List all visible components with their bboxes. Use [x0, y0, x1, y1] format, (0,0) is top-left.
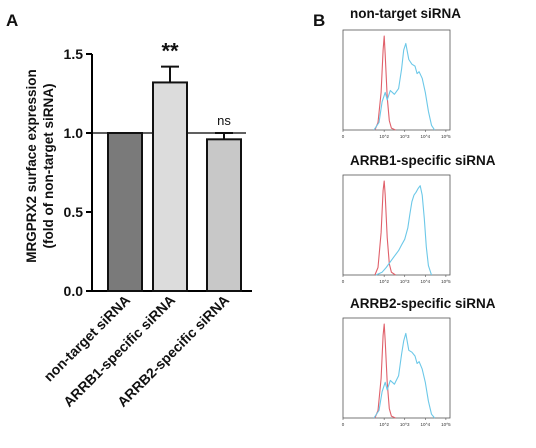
- x-tick-label: 10^3: [400, 422, 410, 427]
- significance-label: **: [161, 39, 179, 64]
- histogram-arrb2: ARRB2-specific siRNA 0 10^2 10^3 10^4 10^5: [342, 296, 496, 427]
- histogram-blue-trace: [375, 185, 433, 276]
- histogram-frame: [342, 29, 451, 131]
- histogram-title: non-target siRNA: [350, 6, 461, 21]
- y-tick-label: 0.5: [64, 204, 84, 220]
- histogram-blue-trace: [373, 332, 436, 419]
- panel-a-letter: A: [6, 11, 18, 30]
- ylabel-line2: (fold of non-target siRNA): [41, 84, 56, 249]
- bar: [107, 132, 143, 292]
- x-tick-label: 10^2: [379, 279, 389, 284]
- histogram-red-trace: [374, 323, 396, 419]
- histogram-blue-trace: [373, 42, 436, 131]
- x-tick-label: 10^4: [420, 422, 430, 427]
- y-tick-label: 1.5: [64, 46, 84, 62]
- histogram-title: ARRB2-specific siRNA: [350, 296, 496, 311]
- histogram-red-trace: [374, 180, 396, 276]
- x-tick-label: 10^3: [400, 134, 410, 139]
- bar-chart-ylabel: MRGPRX2 surface expression (fold of non-…: [24, 69, 56, 263]
- category-label: ARRB2-specific siRNA: [114, 292, 232, 410]
- histogram-frame: [342, 317, 451, 419]
- significance-label: ns: [217, 113, 231, 128]
- bar: [152, 81, 188, 292]
- x-tick-label: 0: [342, 134, 345, 139]
- x-tick-label: 10^4: [420, 279, 430, 284]
- histogram-arrb1: ARRB1-specific siRNA 0 10^2 10^3 10^4 10^5: [342, 153, 496, 284]
- histogram-frame: [342, 174, 451, 276]
- x-tick-label: 10^2: [379, 134, 389, 139]
- histogram-non-target: non-target siRNA 0 10^2 10^3 10^4 10^5: [342, 6, 462, 139]
- ylabel-line1: MRGPRX2 surface expression: [24, 69, 39, 263]
- y-tick-label: 1.0: [64, 125, 84, 141]
- x-tick-label: 10^4: [420, 134, 430, 139]
- x-tick-label: 10^3: [400, 279, 410, 284]
- x-tick-label: 10^5: [441, 422, 451, 427]
- x-tick-label: 0: [342, 422, 345, 427]
- histogram-red-trace: [374, 35, 396, 131]
- x-tick-label: 10^5: [441, 134, 451, 139]
- histogram-title: ARRB1-specific siRNA: [350, 153, 496, 168]
- x-tick-label: 0: [342, 279, 345, 284]
- y-tick-label: 0.0: [64, 283, 84, 299]
- x-tick-label: 10^5: [441, 279, 451, 284]
- bar: [206, 138, 242, 292]
- panel-b-letter: B: [313, 11, 325, 30]
- x-tick-label: 10^2: [379, 422, 389, 427]
